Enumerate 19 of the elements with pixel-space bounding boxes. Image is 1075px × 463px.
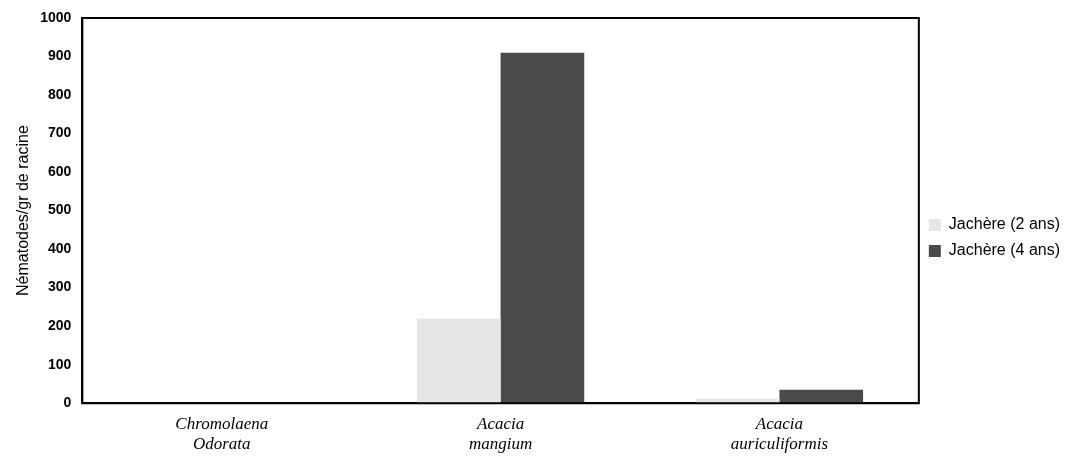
y-tick-label: 700 [47, 124, 72, 141]
y-tick-label: 200 [47, 317, 72, 334]
x-tick-label: Acacia mangium [468, 413, 533, 454]
x-tick-label: Chromolaena Odorata [175, 413, 269, 454]
y-tick-label: 900 [47, 47, 72, 64]
legend-label: Jachère (4 ans) [948, 241, 1061, 259]
legend-label: Jachère (2 ans) [948, 215, 1061, 233]
y-tick-label: 0 [63, 394, 72, 411]
y-tick-label: 400 [47, 239, 72, 256]
y-tick-label: 600 [47, 162, 72, 179]
y-tick-label: 800 [47, 85, 72, 102]
y-axis-title: Nématodes/gr de racine [14, 125, 32, 296]
y-tick-label: 100 [47, 355, 72, 372]
x-tick-label: Acacia auriculiformis [730, 413, 829, 454]
bar [416, 318, 501, 404]
y-tick-label: 300 [47, 278, 72, 295]
bar [500, 52, 585, 404]
y-tick-label: 1000 [40, 8, 72, 25]
y-tick-label: 500 [47, 201, 72, 218]
